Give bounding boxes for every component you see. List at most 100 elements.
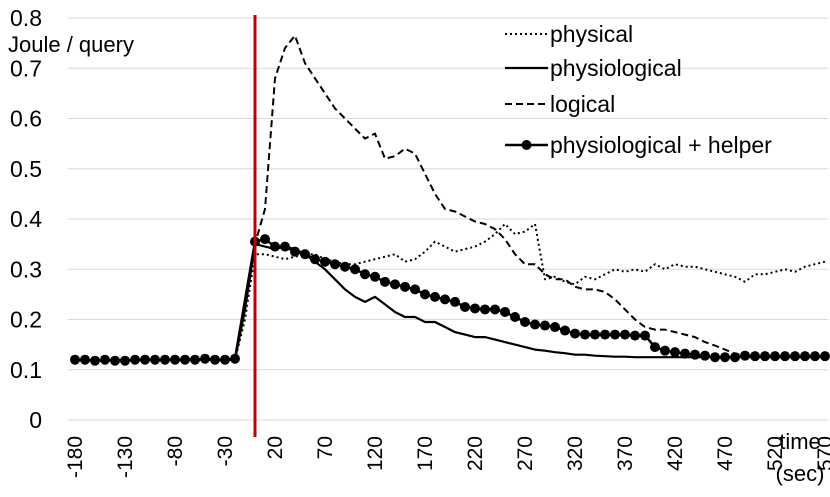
data-point xyxy=(230,353,240,364)
data-point xyxy=(770,351,780,362)
data-point xyxy=(90,355,100,366)
data-point xyxy=(190,354,200,365)
data-point xyxy=(590,329,600,340)
data-point xyxy=(460,301,470,312)
data-point xyxy=(710,352,720,363)
data-point xyxy=(450,296,460,307)
y-axis-ticks: 0 0.1 0.2 0.3 0.4 0.5 0.6 0.7 0.8 xyxy=(10,5,42,433)
y-tick-label: 0.6 xyxy=(10,106,42,132)
y-tick-label: 0 xyxy=(29,407,42,433)
data-point xyxy=(390,279,400,290)
data-point xyxy=(260,234,270,245)
legend-label: physiological xyxy=(550,55,682,81)
data-point xyxy=(400,281,410,292)
data-point xyxy=(180,354,190,365)
data-point xyxy=(130,354,140,365)
data-point xyxy=(100,354,110,365)
data-point xyxy=(500,306,510,317)
data-point xyxy=(600,329,610,340)
data-point xyxy=(820,351,830,362)
y-tick-label: 0.5 xyxy=(10,156,42,182)
data-point xyxy=(380,276,390,287)
data-point xyxy=(220,354,230,365)
data-point xyxy=(580,329,590,340)
data-point xyxy=(440,294,450,305)
x-tick-label: 420 xyxy=(664,436,687,471)
x-tick-label: 70 xyxy=(314,436,337,459)
data-point xyxy=(470,303,480,314)
x-tick-label: 20 xyxy=(264,436,287,459)
data-point xyxy=(750,351,760,362)
data-point xyxy=(510,311,520,322)
data-point xyxy=(310,254,320,265)
data-point xyxy=(290,246,300,257)
x-tick-label: 320 xyxy=(564,436,587,471)
grid-lines xyxy=(68,17,828,421)
series-line-2 xyxy=(75,34,825,362)
series-markers-3 xyxy=(70,234,830,366)
data-point xyxy=(540,320,550,331)
data-point xyxy=(630,330,640,341)
y-tick-label: 0.2 xyxy=(10,307,42,333)
series-line-3 xyxy=(75,237,825,362)
data-point xyxy=(120,355,130,366)
data-point xyxy=(340,261,350,272)
series-lines xyxy=(70,34,830,366)
data-point xyxy=(170,354,180,365)
data-point xyxy=(320,256,330,267)
series-line-0 xyxy=(75,223,826,363)
data-point xyxy=(550,322,560,333)
data-point xyxy=(70,354,80,365)
data-point xyxy=(670,347,680,358)
data-point xyxy=(700,350,710,361)
data-point xyxy=(270,241,280,252)
legend-label: physical xyxy=(550,21,633,47)
x-tick-label: 120 xyxy=(364,436,387,471)
legend-marker xyxy=(521,140,532,150)
data-point xyxy=(760,351,770,362)
data-point xyxy=(650,342,660,353)
data-point xyxy=(370,271,380,282)
x-tick-label: 520 xyxy=(764,436,787,471)
data-point xyxy=(520,317,530,328)
x-tick-label: 470 xyxy=(714,436,737,471)
data-point xyxy=(350,264,360,275)
legend-label: physiological + helper xyxy=(550,132,772,158)
data-point xyxy=(690,349,700,360)
x-tick-label: 220 xyxy=(464,436,487,471)
data-point xyxy=(800,351,810,362)
x-axis-label-time: time xyxy=(779,429,821,454)
x-axis-ticks: -180 -130 -80 -30 20 70 120 170 220 270 320 370 420 4… xyxy=(64,436,830,478)
data-point xyxy=(80,354,90,365)
x-axis-label-unit: (sec) xyxy=(776,461,825,486)
data-point xyxy=(490,304,500,315)
data-point xyxy=(200,353,210,364)
data-point xyxy=(410,284,420,295)
data-point xyxy=(480,304,490,315)
y-axis-label: Joule / query xyxy=(8,32,134,57)
y-tick-label: 0.3 xyxy=(10,256,42,282)
data-point xyxy=(150,354,160,365)
data-point xyxy=(660,345,670,356)
data-point xyxy=(360,269,370,280)
data-point xyxy=(730,352,740,363)
data-point xyxy=(610,329,620,340)
x-tick-label: 270 xyxy=(514,436,537,471)
y-tick-label: 0.7 xyxy=(10,55,42,81)
data-point xyxy=(620,329,630,340)
data-point xyxy=(330,259,340,270)
legend-label: logical xyxy=(550,91,615,117)
y-tick-label: 0.8 xyxy=(10,5,42,31)
x-tick-label: 170 xyxy=(414,436,437,471)
x-tick-label: -30 xyxy=(214,436,237,466)
data-point xyxy=(680,348,690,359)
data-point xyxy=(160,354,170,365)
x-tick-label: -180 xyxy=(64,436,87,478)
legend: physical physiological logical physiologica… xyxy=(505,21,772,158)
y-tick-label: 0.4 xyxy=(10,206,42,232)
data-point xyxy=(640,330,650,341)
x-tick-label: -80 xyxy=(164,436,187,466)
data-point xyxy=(420,289,430,300)
data-point xyxy=(560,325,570,336)
